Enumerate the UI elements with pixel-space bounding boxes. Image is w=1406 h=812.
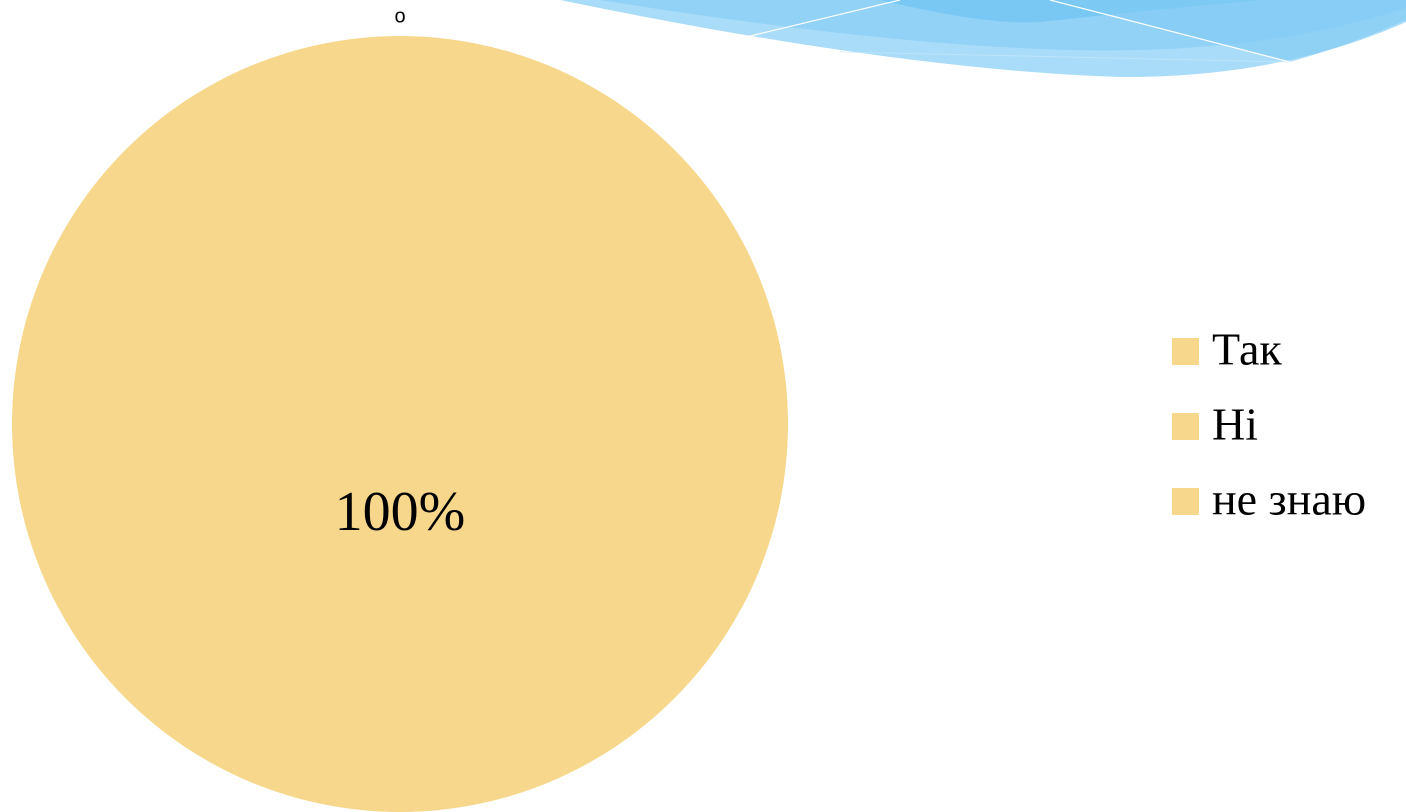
header-decoration (560, 0, 1406, 78)
data-label: 100% (335, 481, 466, 543)
pie-slice (12, 36, 788, 812)
legend-swatch (1172, 338, 1199, 365)
chart-title: o (394, 5, 405, 27)
swoosh (1060, 0, 1406, 62)
swoosh-line (839, 51, 1291, 63)
legend-label: Ні (1212, 399, 1258, 450)
legend-swatch (1172, 488, 1199, 515)
legend-label: Так (1212, 324, 1282, 375)
legend-label: не знаю (1212, 474, 1366, 525)
legend-swatch (1172, 413, 1199, 440)
swoosh-line (741, 0, 901, 39)
swoosh-line (1049, 0, 1291, 63)
